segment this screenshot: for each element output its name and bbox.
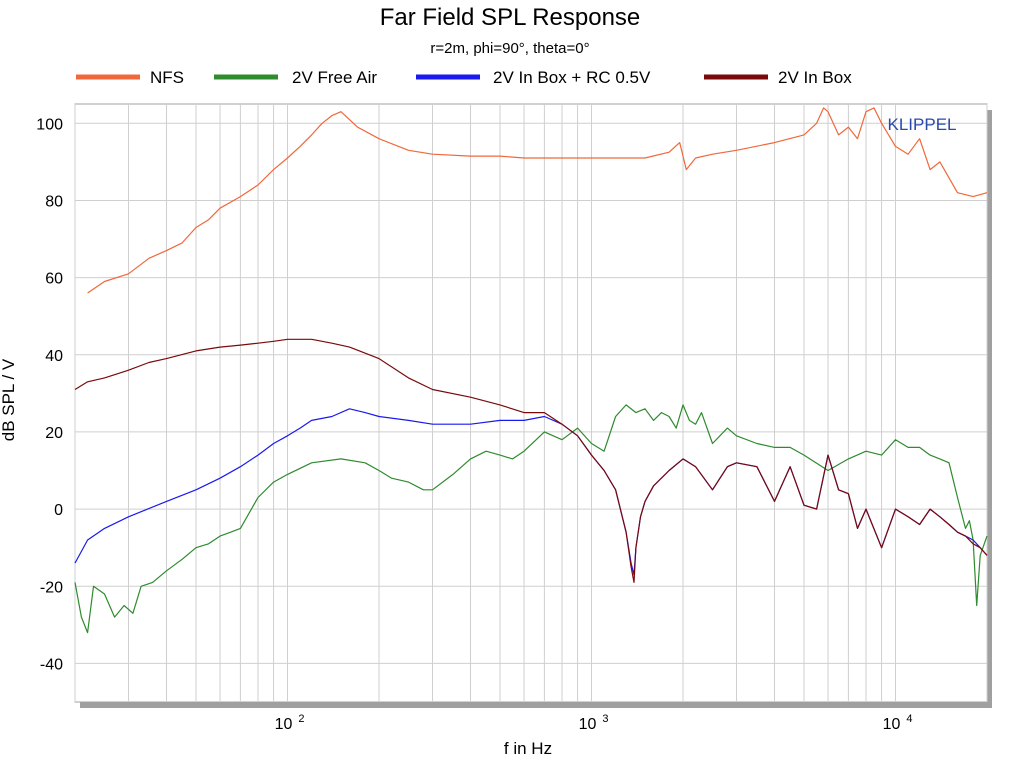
legend-label-0: NFS [150, 68, 184, 87]
series-line-1 [74, 404, 988, 634]
legend-label-3: 2V In Box [778, 68, 852, 87]
chart-title: Far Field SPL Response [380, 4, 641, 31]
y-axis-label: dB SPL / V [0, 358, 18, 441]
x-tick-exponent: 3 [602, 713, 608, 725]
x-tick-label: 10 [579, 716, 597, 733]
y-tick-label: 40 [45, 348, 63, 365]
x-tick-exponent: 4 [906, 713, 912, 725]
plot-area [74, 103, 988, 703]
y-tick-label: 60 [45, 271, 63, 288]
y-tick-label: -20 [40, 579, 63, 596]
legend-label-1: 2V Free Air [292, 68, 377, 87]
legend-label-2: 2V In Box + RC 0.5V [493, 68, 651, 87]
series-line-0 [87, 107, 988, 294]
y-tick-labels: 100 80 60 40 20 0 -20 -40 [36, 116, 63, 673]
y-tick-label: -40 [40, 656, 63, 673]
x-tick-label: 10 [275, 716, 293, 733]
chart-subtitle: r=2m, phi=90°, theta=0° [430, 40, 589, 57]
x-tick-label: 10 [883, 716, 901, 733]
x-tick-labels: 10 2 10 3 10 4 [275, 713, 913, 733]
y-tick-label: 20 [45, 425, 63, 442]
x-axis-label: f in Hz [504, 739, 552, 758]
klippel-annotation: KLIPPEL [888, 115, 957, 134]
y-tick-label: 100 [36, 116, 63, 133]
series-lines [74, 107, 988, 634]
series-line-3 [74, 338, 988, 584]
x-tick-exponent: 2 [298, 713, 304, 725]
y-tick-label: 80 [45, 193, 63, 210]
legend: NFS 2V Free Air 2V In Box + RC 0.5V 2V In B… [76, 68, 852, 87]
y-tick-label: 0 [54, 502, 63, 519]
grid [74, 104, 988, 702]
